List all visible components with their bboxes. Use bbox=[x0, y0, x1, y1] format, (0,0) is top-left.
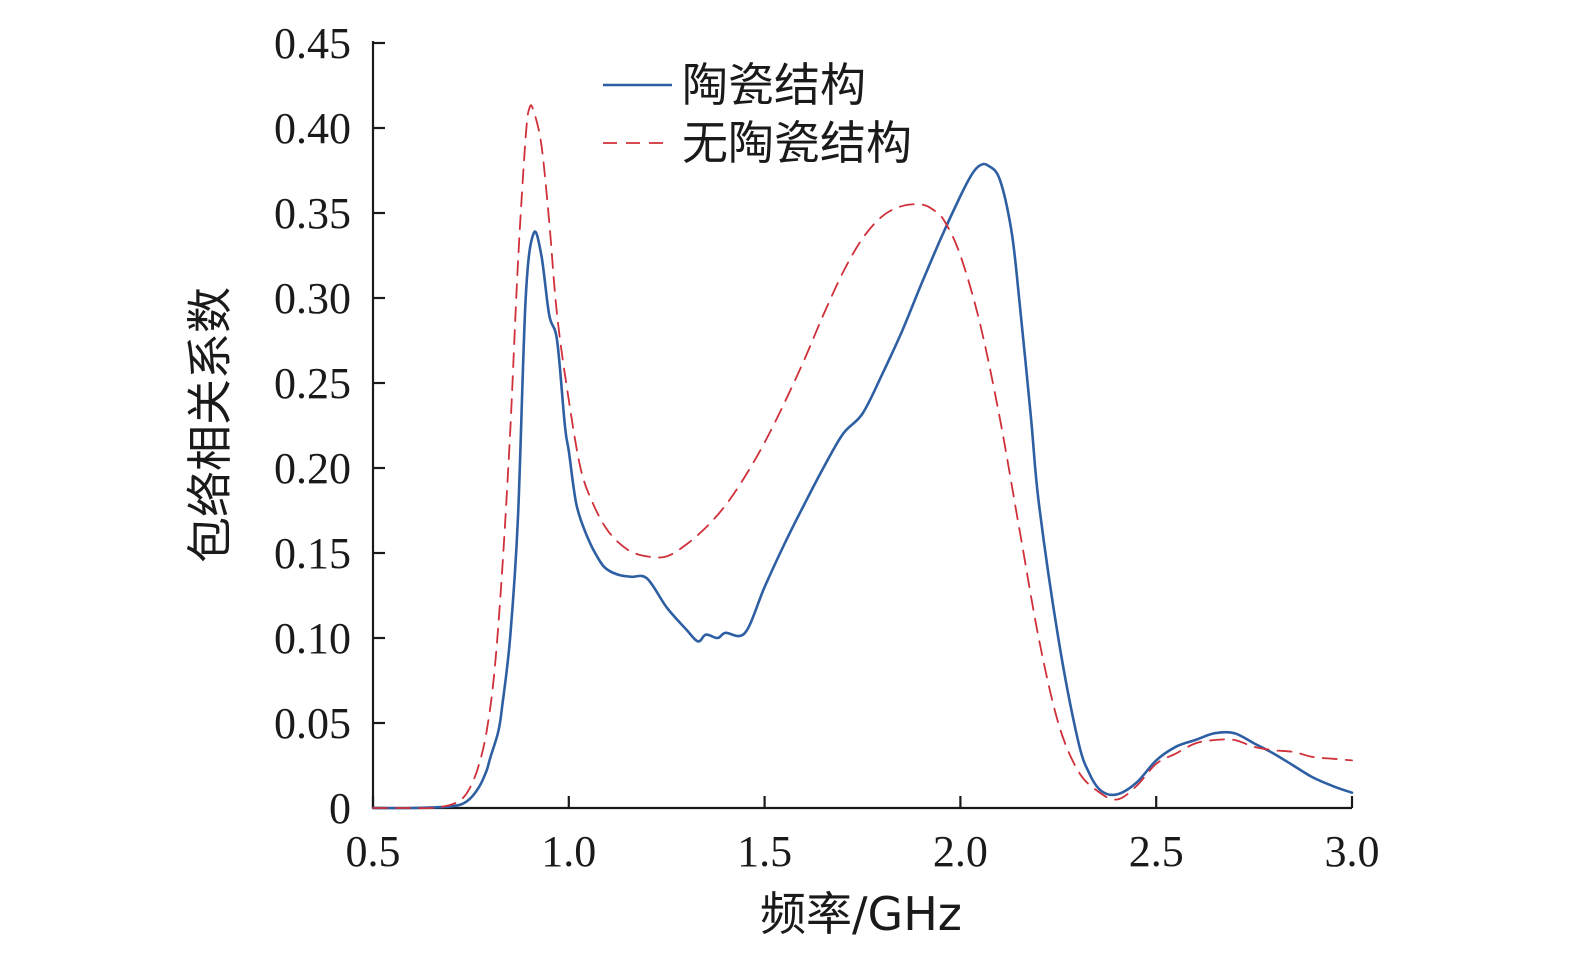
y-tick-label: 0.25 bbox=[274, 359, 351, 408]
tick-group: 0.5 1.0 1.5 2.0 2.5 3.0 0 0.05 0.10 0.15 0.20 0.25 0… bbox=[274, 19, 1380, 876]
legend-label-1: 陶瓷结构 bbox=[682, 58, 866, 112]
x-tick-label: 2.0 bbox=[933, 827, 988, 876]
x-axis-label: 频率/GHz bbox=[760, 887, 962, 941]
y-tick-label: 0.40 bbox=[274, 104, 351, 153]
y-tick-label: 0.30 bbox=[274, 274, 351, 323]
y-tick-label: 0.20 bbox=[274, 444, 351, 493]
x-tick-label: 2.5 bbox=[1129, 827, 1184, 876]
y-tick-label: 0.45 bbox=[274, 19, 351, 68]
x-tick-label: 0.5 bbox=[346, 827, 401, 876]
x-tick-label: 1.5 bbox=[737, 827, 792, 876]
x-tick-label: 1.0 bbox=[541, 827, 596, 876]
y-axis-label: 包络相关系数 bbox=[183, 287, 237, 563]
y-tick-label: 0 bbox=[329, 784, 351, 833]
series-group bbox=[371, 104, 1354, 810]
y-tick-label: 0.10 bbox=[274, 614, 351, 663]
series-line-1 bbox=[371, 162, 1354, 810]
x-tick-label: 3.0 bbox=[1325, 827, 1380, 876]
axes bbox=[371, 41, 1352, 810]
legend-label-2: 无陶瓷结构 bbox=[682, 116, 912, 170]
y-tick-label: 0.05 bbox=[274, 699, 351, 748]
y-tick-label: 0.15 bbox=[274, 529, 351, 578]
y-tick-label: 0.35 bbox=[274, 189, 351, 238]
